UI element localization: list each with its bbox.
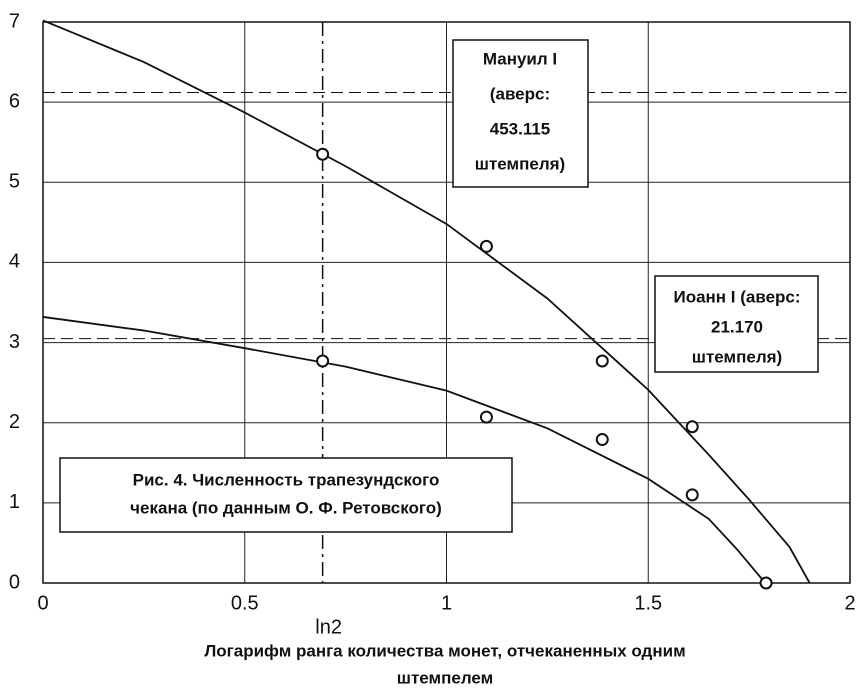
annotation-text: Иоанн I (аверс: bbox=[673, 287, 800, 306]
data-point bbox=[685, 420, 699, 434]
annotation-text: Рис. 4. Численность трапезундского bbox=[133, 470, 440, 489]
fit-curve bbox=[42, 316, 766, 584]
y-tick-label: 1 bbox=[9, 491, 20, 513]
x-tick-label: 1.5 bbox=[634, 592, 662, 614]
x-axis-label: Логарифм ранга количества монет, отчекан… bbox=[204, 641, 685, 660]
data-point bbox=[316, 354, 330, 368]
data-point bbox=[479, 239, 493, 253]
x-axis-label: штемпелем bbox=[397, 668, 493, 687]
x-tick-label: 2 bbox=[844, 592, 855, 614]
data-point bbox=[685, 488, 699, 502]
data-point bbox=[595, 354, 609, 368]
x-tick-label: 1 bbox=[441, 592, 452, 614]
annotation-box bbox=[59, 457, 513, 533]
annotation-box bbox=[452, 39, 589, 188]
annotation-text: (аверс: bbox=[490, 84, 550, 103]
y-tick-label: 2 bbox=[9, 411, 20, 433]
plot-frame bbox=[42, 21, 851, 584]
data-point bbox=[595, 433, 609, 447]
x-tick-label: 0 bbox=[37, 592, 48, 614]
annotation-text: Мануил I bbox=[483, 49, 557, 68]
y-tick-label: 3 bbox=[9, 331, 20, 353]
reference-label: ln2 bbox=[315, 616, 342, 638]
annotation-text: 453.115 bbox=[490, 119, 551, 138]
data-point bbox=[316, 147, 330, 161]
y-tick-label: 7 bbox=[9, 10, 20, 32]
fit-curve bbox=[42, 19, 811, 584]
annotation-box bbox=[654, 275, 819, 373]
annotation-text: 21.170 bbox=[711, 317, 763, 336]
y-tick-label: 0 bbox=[9, 571, 20, 593]
data-point bbox=[479, 410, 493, 424]
annotation-text: чекана (по данным О. Ф. Ретовского) bbox=[130, 498, 442, 517]
annotation-text: штемпеля) bbox=[692, 347, 782, 366]
y-tick-label: 4 bbox=[9, 251, 20, 273]
data-point bbox=[759, 576, 773, 590]
annotation-text: штемпеля) bbox=[475, 154, 565, 173]
x-tick-label: 0.5 bbox=[231, 592, 259, 614]
y-tick-label: 5 bbox=[9, 171, 20, 193]
y-tick-label: 6 bbox=[9, 90, 20, 112]
